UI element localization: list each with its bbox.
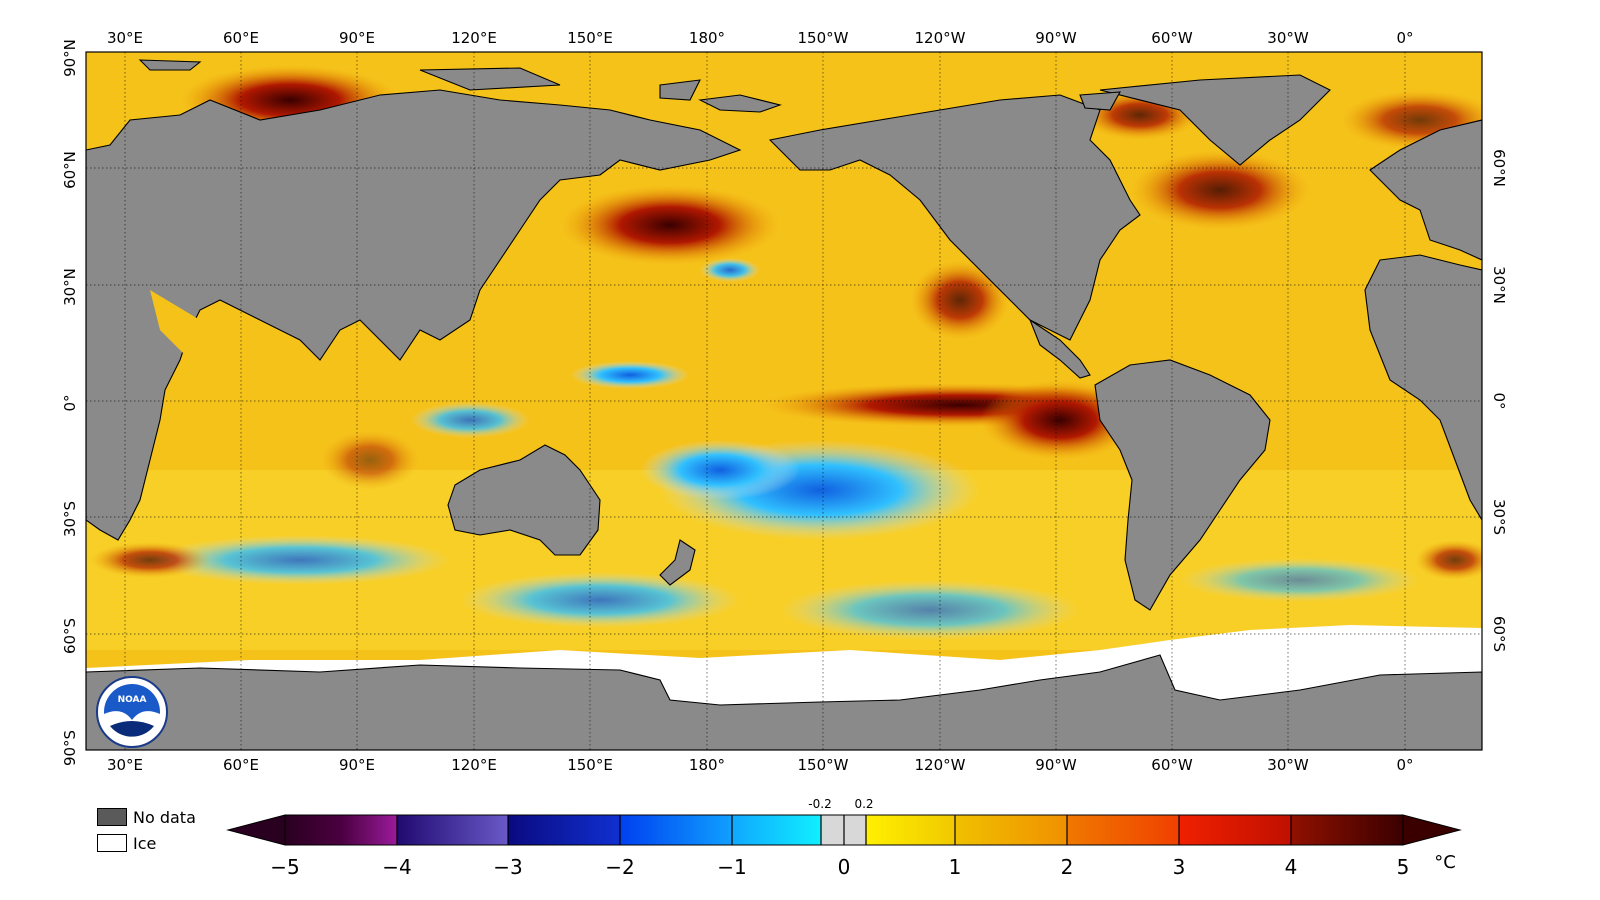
left-lat-label: 30°S xyxy=(61,501,79,537)
no-data-swatch xyxy=(97,808,127,826)
map-frame xyxy=(85,51,1483,751)
top-lon-labels: 30°E 60°E 90°E 120°E 150°E 180° 150°W 12… xyxy=(107,29,1414,47)
right-lat-label: 60°S xyxy=(1490,616,1508,652)
bottom-lon-label: 90°E xyxy=(339,756,375,774)
colorbar-label: 3 xyxy=(1172,855,1186,879)
bottom-lon-label: 60°E xyxy=(223,756,259,774)
colorbar-small-label: -0.2 xyxy=(808,797,832,811)
colorbar-label: −2 xyxy=(605,855,635,879)
north-america xyxy=(768,94,1141,341)
top-lon-label: 30°W xyxy=(1267,29,1309,47)
top-lon-label: 60°W xyxy=(1151,29,1193,47)
bottom-lon-label: 180° xyxy=(689,756,725,774)
right-lat-label: 0° xyxy=(1490,392,1508,409)
bottom-lon-label: 150°W xyxy=(798,756,849,774)
bottom-lon-label: 60°W xyxy=(1151,756,1193,774)
top-lon-label: 90°E xyxy=(339,29,375,47)
bottom-lon-label: 120°E xyxy=(451,756,497,774)
top-lon-label: 150°E xyxy=(567,29,613,47)
bottom-lon-labels: 30°E 60°E 90°E 120°E 150°E 180° 150°W 12… xyxy=(107,756,1414,774)
right-lat-labels: 60°N 30°N 0° 30°S 60°S xyxy=(1490,149,1508,652)
bottom-lon-label: 150°E xyxy=(567,756,613,774)
colorbar-label: −4 xyxy=(382,855,412,879)
noaa-logo-text: NOAA xyxy=(118,695,147,705)
right-lat-label: 30°N xyxy=(1490,266,1508,304)
right-lat-label: 30°S xyxy=(1490,499,1508,535)
bottom-lon-label: 0° xyxy=(1396,756,1413,774)
colorbar-label: 5 xyxy=(1396,855,1410,879)
new-zealand xyxy=(659,539,696,586)
top-lon-label: 150°W xyxy=(798,29,849,47)
top-lon-label: 180° xyxy=(689,29,725,47)
left-lat-label: 60°N xyxy=(61,151,79,189)
colorbar-label: 2 xyxy=(1060,855,1074,879)
colorbar-label: 1 xyxy=(948,855,962,879)
graticule xyxy=(86,52,1482,750)
left-lat-label: 60°S xyxy=(61,618,79,654)
africa-west xyxy=(1364,254,1482,522)
colorbar-small-label: 0.2 xyxy=(854,797,874,811)
bottom-lon-label: 90°W xyxy=(1035,756,1077,774)
ice-label: Ice xyxy=(133,834,157,853)
bottom-lon-label: 30°E xyxy=(107,756,143,774)
left-lat-label: 0° xyxy=(61,394,79,411)
top-lon-label: 60°E xyxy=(223,29,259,47)
left-lat-label: 30°N xyxy=(61,268,79,306)
australia xyxy=(447,444,601,556)
colorbar-label: 0 xyxy=(837,855,851,879)
no-data-label: No data xyxy=(133,808,196,827)
ocean-layer xyxy=(86,52,1482,750)
bottom-lon-label: 30°W xyxy=(1267,756,1309,774)
colorbar-label: −3 xyxy=(493,855,523,879)
top-lon-label: 30°E xyxy=(107,29,143,47)
left-lat-label: 90°N xyxy=(61,39,79,77)
colorbar-label: 4 xyxy=(1284,855,1298,879)
top-lon-label: 120°W xyxy=(915,29,966,47)
left-lat-label: 90°S xyxy=(61,730,79,766)
colorbar-label: −1 xyxy=(717,855,747,879)
antarctica xyxy=(86,654,1482,750)
bottom-lon-label: 120°W xyxy=(915,756,966,774)
noaa-logo: NOAA xyxy=(96,676,168,748)
right-lat-label: 60°N xyxy=(1490,149,1508,187)
top-lon-label: 90°W xyxy=(1035,29,1077,47)
greenland xyxy=(1099,74,1331,166)
left-lat-labels: 90°N 60°N 30°N 0° 30°S 60°S 90°S xyxy=(61,39,79,766)
colorbar xyxy=(226,814,1462,846)
top-lon-label: 0° xyxy=(1396,29,1413,47)
colorbar-label: −5 xyxy=(270,855,300,879)
ice-swatch xyxy=(97,834,127,852)
colorbar-unit: °C xyxy=(1434,852,1456,873)
south-america xyxy=(1094,359,1271,611)
europe xyxy=(1369,119,1482,261)
top-lon-label: 120°E xyxy=(451,29,497,47)
eurasia-africa xyxy=(86,89,742,541)
